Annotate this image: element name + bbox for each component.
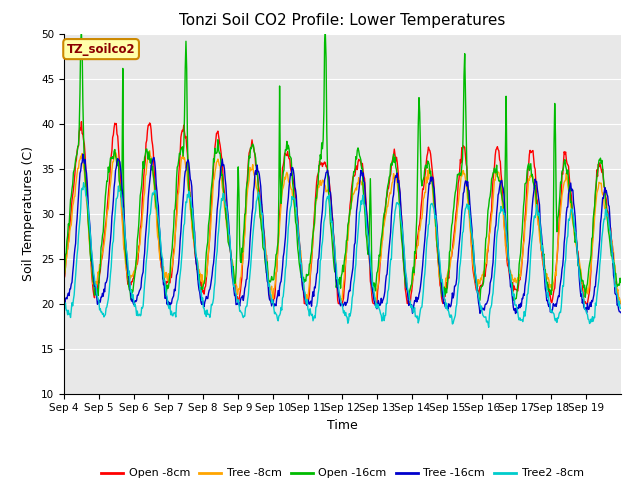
Tree2 -8cm bbox=[617, 306, 625, 312]
Tree -16cm bbox=[256, 177, 264, 183]
Tree -8cm bbox=[60, 269, 68, 275]
Open -8cm bbox=[268, 300, 275, 306]
Open -16cm bbox=[126, 287, 134, 293]
Tree -16cm bbox=[228, 275, 236, 281]
Tree2 -8cm bbox=[256, 198, 264, 204]
Tree -16cm bbox=[79, 151, 86, 157]
Open -16cm bbox=[60, 278, 68, 284]
Open -16cm bbox=[617, 279, 625, 285]
Tree -16cm bbox=[432, 208, 440, 214]
Line: Tree2 -8cm: Tree2 -8cm bbox=[64, 183, 621, 327]
Open -8cm bbox=[433, 236, 440, 241]
Tree2 -8cm bbox=[228, 268, 236, 274]
Tree2 -8cm bbox=[485, 324, 493, 330]
Tree -16cm bbox=[617, 310, 625, 315]
Tree -16cm bbox=[512, 311, 520, 316]
Tree -16cm bbox=[60, 293, 68, 299]
Open -8cm bbox=[256, 193, 264, 199]
Open -8cm bbox=[126, 280, 134, 286]
Open -16cm bbox=[401, 272, 408, 277]
Line: Tree -8cm: Tree -8cm bbox=[64, 151, 621, 303]
Tree2 -8cm bbox=[60, 300, 68, 306]
Tree -8cm bbox=[125, 277, 133, 283]
Tree2 -8cm bbox=[432, 213, 440, 219]
Line: Tree -16cm: Tree -16cm bbox=[64, 154, 621, 313]
Open -8cm bbox=[278, 182, 285, 188]
Title: Tonzi Soil CO2 Profile: Lower Temperatures: Tonzi Soil CO2 Profile: Lower Temperatur… bbox=[179, 13, 506, 28]
Tree -8cm bbox=[256, 206, 264, 212]
Tree -16cm bbox=[277, 278, 285, 284]
Tree -8cm bbox=[277, 203, 285, 209]
Tree2 -8cm bbox=[401, 252, 408, 258]
Line: Open -16cm: Open -16cm bbox=[64, 34, 621, 300]
Y-axis label: Soil Temperatures (C): Soil Temperatures (C) bbox=[22, 146, 35, 281]
Tree2 -8cm bbox=[126, 282, 134, 288]
Open -16cm bbox=[277, 201, 285, 206]
Legend: Open -8cm, Tree -8cm, Open -16cm, Tree -16cm, Tree2 -8cm: Open -8cm, Tree -8cm, Open -16cm, Tree -… bbox=[97, 464, 588, 480]
Tree -8cm bbox=[617, 300, 625, 306]
X-axis label: Time: Time bbox=[327, 419, 358, 432]
Open -8cm bbox=[617, 300, 625, 306]
Open -8cm bbox=[228, 264, 236, 270]
Tree -8cm bbox=[146, 148, 154, 154]
Tree -16cm bbox=[126, 285, 134, 291]
Tree2 -8cm bbox=[277, 304, 285, 310]
Open -16cm bbox=[432, 223, 440, 229]
Tree -16cm bbox=[401, 257, 408, 263]
Open -8cm bbox=[60, 276, 68, 282]
Tree -8cm bbox=[432, 225, 440, 231]
Tree2 -8cm bbox=[80, 180, 88, 186]
Open -16cm bbox=[228, 269, 236, 275]
Open -8cm bbox=[401, 286, 409, 291]
Tree -8cm bbox=[228, 259, 236, 264]
Tree -8cm bbox=[401, 266, 408, 272]
Open -8cm bbox=[77, 119, 85, 125]
Open -16cm bbox=[476, 298, 483, 303]
Open -16cm bbox=[256, 214, 264, 219]
Text: TZ_soilco2: TZ_soilco2 bbox=[67, 43, 136, 56]
Open -16cm bbox=[77, 31, 85, 36]
Line: Open -8cm: Open -8cm bbox=[64, 122, 621, 303]
